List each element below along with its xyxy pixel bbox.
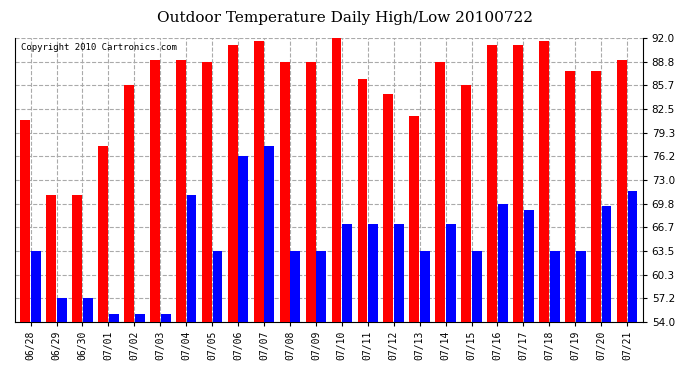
Bar <box>617 60 627 375</box>
Bar <box>264 146 274 375</box>
Bar <box>279 62 290 375</box>
Text: Outdoor Temperature Daily High/Low 20100722: Outdoor Temperature Daily High/Low 20100… <box>157 11 533 25</box>
Bar <box>368 225 378 375</box>
Bar <box>550 251 560 375</box>
Bar <box>539 42 549 375</box>
Bar <box>627 191 638 375</box>
Bar <box>20 120 30 375</box>
Bar <box>31 251 41 375</box>
Bar <box>565 71 575 375</box>
Bar <box>446 225 456 375</box>
Bar <box>524 210 533 375</box>
Bar <box>213 251 222 375</box>
Bar <box>135 314 145 375</box>
Bar <box>394 225 404 375</box>
Bar <box>239 156 248 375</box>
Bar <box>228 45 237 375</box>
Bar <box>72 195 82 375</box>
Bar <box>83 298 92 375</box>
Bar <box>202 62 212 375</box>
Bar <box>575 251 586 375</box>
Bar <box>254 42 264 375</box>
Bar <box>513 45 523 375</box>
Bar <box>357 79 367 375</box>
Bar <box>161 314 170 375</box>
Bar <box>316 251 326 375</box>
Bar <box>109 314 119 375</box>
Bar <box>487 45 497 375</box>
Bar <box>602 206 611 375</box>
Bar <box>342 225 352 375</box>
Bar <box>124 85 134 375</box>
Bar <box>306 62 315 375</box>
Bar <box>435 62 445 375</box>
Bar <box>46 195 56 375</box>
Bar <box>98 146 108 375</box>
Bar <box>290 251 300 375</box>
Text: Copyright 2010 Cartronics.com: Copyright 2010 Cartronics.com <box>21 44 177 52</box>
Bar <box>332 38 342 375</box>
Bar <box>462 85 471 375</box>
Bar <box>420 251 430 375</box>
Bar <box>176 60 186 375</box>
Bar <box>591 71 601 375</box>
Bar <box>384 94 393 375</box>
Bar <box>409 116 420 375</box>
Bar <box>498 204 508 375</box>
Bar <box>57 298 67 375</box>
Bar <box>472 251 482 375</box>
Bar <box>186 195 197 375</box>
Bar <box>150 60 160 375</box>
